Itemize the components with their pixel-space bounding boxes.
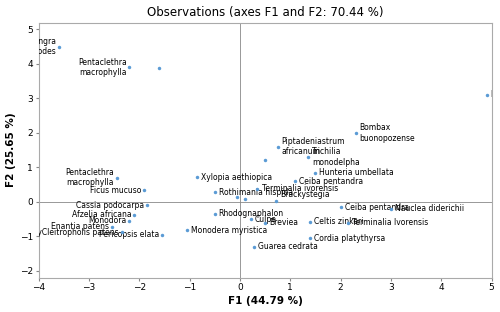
Text: Trichilia
monodelpha: Trichilia monodelpha — [312, 147, 360, 167]
Text: Monodora: Monodora — [88, 216, 126, 225]
Text: Rothimania hispida: Rothimania hispida — [218, 188, 293, 197]
X-axis label: F1 (44.79 %): F1 (44.79 %) — [228, 296, 302, 306]
Text: Rhodognaphalon: Rhodognaphalon — [218, 209, 284, 218]
Text: Cordia platythyrsa: Cordia platythyrsa — [314, 234, 386, 242]
Text: Ceiba pentandra: Ceiba pentandra — [344, 202, 408, 212]
Text: Nauclea diderichii: Nauclea diderichii — [395, 204, 464, 213]
Text: Xylopia aethiopica: Xylopia aethiopica — [201, 173, 272, 182]
Text: Terminalia Ivorensis: Terminalia Ivorensis — [352, 218, 428, 227]
Text: Culpe: Culpe — [255, 215, 277, 224]
Text: Pericopsis elata: Pericopsis elata — [99, 230, 160, 239]
Text: Pentaclethra
macrophylla: Pentaclethra macrophylla — [78, 58, 126, 77]
Title: Observations (axes F1 and F2: 70.44 %): Observations (axes F1 and F2: 70.44 %) — [147, 6, 384, 18]
Text: Ceiba pentandra: Ceiba pentandra — [300, 177, 364, 186]
Text: Piptadeniastrum
africanum: Piptadeniastrum africanum — [282, 137, 345, 156]
Text: Hunteria umbellata: Hunteria umbellata — [320, 168, 394, 177]
Text: Bombax
buonopozense: Bombax buonopozense — [360, 123, 416, 143]
Text: Celtis zinkeri: Celtis zinkeri — [314, 217, 364, 226]
Text: Ficus mucuso: Ficus mucuso — [90, 186, 142, 195]
Text: Pentaclethra
macrophylla: Pentaclethra macrophylla — [66, 168, 114, 188]
Y-axis label: F2 (25.65 %): F2 (25.65 %) — [6, 113, 16, 188]
Text: Cassia podocarpa: Cassia podocarpa — [76, 201, 144, 210]
Text: myCleitropholis patens: myCleitropholis patens — [30, 228, 119, 237]
Text: Terminalia ivorensis: Terminalia ivorensis — [262, 184, 338, 193]
Text: Breviea: Breviea — [269, 218, 298, 227]
Text: Afzelia africana: Afzelia africana — [72, 211, 132, 219]
Text: Monodera myristica: Monodera myristica — [191, 226, 268, 235]
Text: Brackystegia: Brackystegia — [280, 190, 330, 199]
Text: Musangra
secropiodes: Musangra secropiodes — [10, 37, 56, 56]
Text: Guarea cedrata: Guarea cedrata — [258, 242, 318, 251]
Text: Enantia patens: Enantia patens — [51, 222, 109, 231]
Text: Milicea excelsa: Milicea excelsa — [490, 90, 500, 100]
